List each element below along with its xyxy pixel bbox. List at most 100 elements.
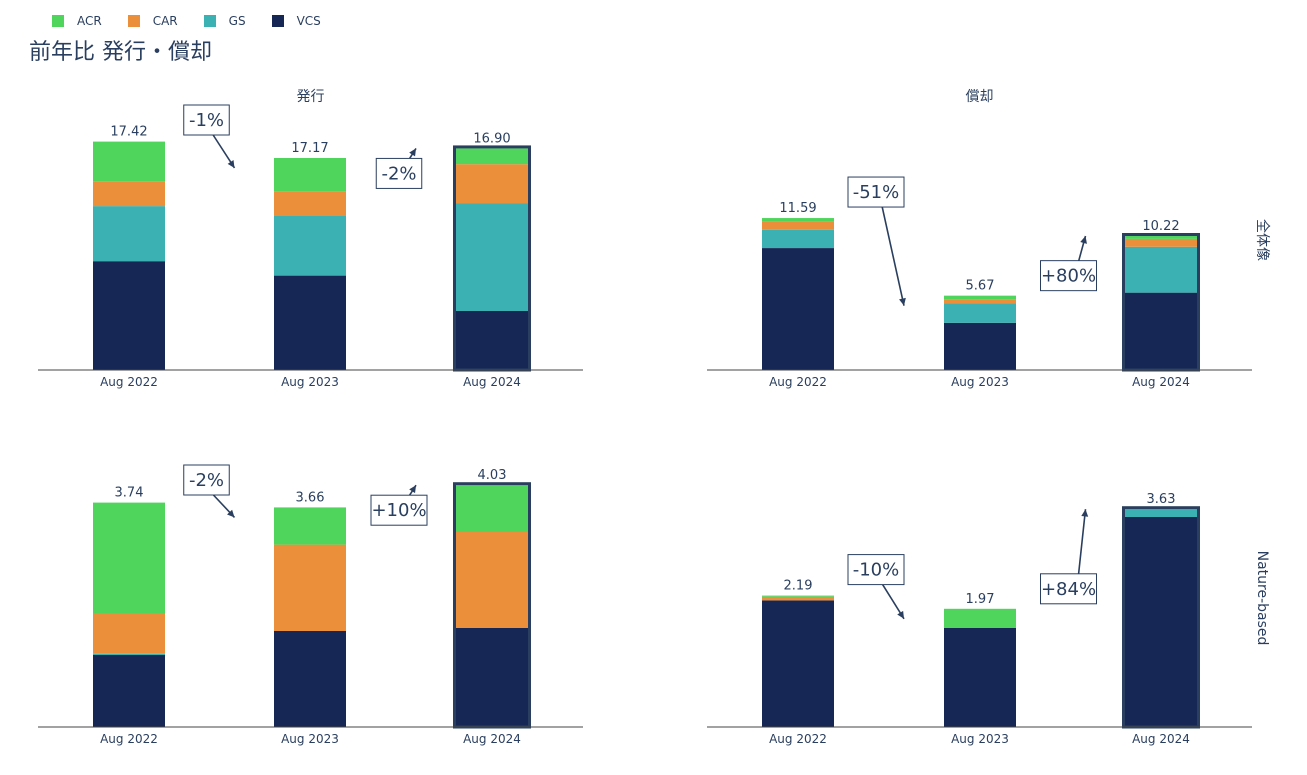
change-label: -2% bbox=[189, 470, 224, 491]
legend-swatch-vcs bbox=[271, 15, 284, 27]
bar-segment-acr bbox=[274, 157, 346, 192]
bar-total-label: 16.90 bbox=[473, 131, 510, 146]
legend-label-vcs: VCS bbox=[296, 14, 321, 28]
bar-segment-gs bbox=[1125, 246, 1197, 293]
bar-segment-vcs bbox=[274, 275, 346, 370]
change-label-box bbox=[183, 104, 230, 136]
change-label-box bbox=[847, 176, 905, 208]
bar-segment-vcs bbox=[1125, 517, 1197, 727]
legend-item-vcs[interactable]: VCS bbox=[271, 14, 321, 28]
bar-segment-gs bbox=[456, 203, 528, 311]
change-label: -10% bbox=[853, 560, 900, 581]
bar-segment-vcs bbox=[944, 322, 1016, 370]
bar-segment-vcs bbox=[274, 631, 346, 727]
legend-swatch-acr bbox=[52, 15, 64, 27]
change-label-box bbox=[847, 554, 905, 586]
x-tick-label: Aug 2023 bbox=[281, 732, 339, 746]
change-arrow-head bbox=[1081, 509, 1089, 517]
bar-total-label: 3.66 bbox=[296, 490, 325, 505]
legend-swatch-gs bbox=[203, 15, 216, 27]
bar-total-label: 4.03 bbox=[478, 468, 507, 483]
change-arrow-head bbox=[897, 610, 904, 619]
change-arrow-head bbox=[227, 509, 235, 518]
x-tick-label: Aug 2024 bbox=[463, 732, 521, 746]
x-tick-label: Aug 2022 bbox=[100, 732, 158, 746]
bar-segment-vcs bbox=[1125, 292, 1197, 370]
legend: ACR CAR GS VCS bbox=[52, 14, 347, 28]
bar-segment-vcs bbox=[762, 248, 834, 370]
bar-segment-vcs bbox=[456, 628, 528, 727]
bar-segment-car bbox=[456, 532, 528, 628]
x-tick-label: Aug 2024 bbox=[463, 375, 521, 389]
bar-segment-car bbox=[762, 221, 834, 230]
bar-segment-car bbox=[456, 164, 528, 204]
change-label: +10% bbox=[371, 500, 426, 521]
bar-segment-acr bbox=[456, 148, 528, 165]
bar-segment-vcs bbox=[93, 261, 165, 370]
legend-item-car[interactable]: CAR bbox=[127, 14, 178, 28]
bar-segment-acr bbox=[762, 218, 834, 222]
change-label: -1% bbox=[189, 110, 224, 131]
change-arrow-line bbox=[1077, 509, 1087, 575]
change-arrow-head bbox=[409, 485, 416, 494]
change-label-box bbox=[1040, 260, 1097, 292]
x-tick-label: Aug 2023 bbox=[951, 732, 1009, 746]
row-label: 全体像 bbox=[1254, 219, 1271, 261]
bar-segment-acr bbox=[93, 502, 165, 613]
change-arrow-line bbox=[881, 205, 905, 306]
bar-segment-car bbox=[944, 299, 1016, 304]
change-arrow-head bbox=[227, 160, 235, 168]
bar-segment-gs bbox=[762, 229, 834, 249]
bar-segment-car bbox=[93, 181, 165, 207]
bar-segment-vcs bbox=[944, 628, 1016, 727]
bar-total-label: 2.19 bbox=[784, 579, 813, 594]
bar-segment-car bbox=[762, 596, 834, 601]
bar-total-label: 10.22 bbox=[1142, 219, 1179, 234]
bar-segment-car bbox=[93, 613, 165, 654]
legend-item-acr[interactable]: ACR bbox=[52, 14, 102, 28]
bar-total-label: 17.42 bbox=[110, 125, 147, 140]
bar-total-label: 3.74 bbox=[115, 486, 144, 501]
x-tick-label: Aug 2022 bbox=[769, 732, 827, 746]
bar-segment-acr bbox=[1125, 236, 1197, 239]
change-label-box bbox=[1040, 573, 1097, 605]
bar-total-label: 17.17 bbox=[291, 141, 328, 156]
bar-segment-acr bbox=[93, 141, 165, 182]
bar-total-label: 5.67 bbox=[966, 279, 995, 294]
column-title: 償却 bbox=[966, 89, 994, 105]
change-arrow-head bbox=[1080, 236, 1087, 244]
legend-label-car: CAR bbox=[152, 14, 178, 28]
legend-swatch-car bbox=[127, 15, 140, 27]
change-label-box bbox=[375, 157, 423, 189]
column-title: 発行 bbox=[297, 89, 325, 105]
change-label: -51% bbox=[853, 182, 900, 203]
bar-segment-gs bbox=[1125, 509, 1197, 517]
bar-segment-gs bbox=[274, 215, 346, 276]
bar-segment-acr bbox=[274, 507, 346, 545]
change-label-box bbox=[370, 494, 428, 526]
x-tick-label: Aug 2024 bbox=[1132, 732, 1190, 746]
change-label-box bbox=[183, 464, 230, 496]
bar-segment-gs bbox=[93, 206, 165, 262]
bar-segment-gs bbox=[944, 303, 1016, 323]
x-tick-label: Aug 2023 bbox=[281, 375, 339, 389]
legend-item-gs[interactable]: GS bbox=[203, 14, 246, 28]
bar-segment-acr bbox=[456, 485, 528, 532]
bar-segment-car bbox=[1125, 238, 1197, 247]
bar-segment-vcs bbox=[762, 600, 834, 727]
change-arrow-head bbox=[899, 297, 906, 306]
change-label: -2% bbox=[381, 163, 416, 184]
x-tick-label: Aug 2022 bbox=[100, 375, 158, 389]
bar-segment-acr bbox=[762, 595, 834, 597]
change-label: +80% bbox=[1041, 266, 1096, 287]
bar-total-label: 11.59 bbox=[779, 201, 816, 216]
x-tick-label: Aug 2023 bbox=[951, 375, 1009, 389]
legend-label-gs: GS bbox=[228, 14, 246, 28]
change-arrow-head bbox=[409, 148, 416, 157]
bar-segment-vcs bbox=[456, 311, 528, 370]
bar-segment-acr bbox=[944, 295, 1016, 300]
bar-segment-car bbox=[274, 544, 346, 631]
bar-segment-acr bbox=[944, 608, 1016, 628]
change-label: +84% bbox=[1041, 579, 1096, 600]
